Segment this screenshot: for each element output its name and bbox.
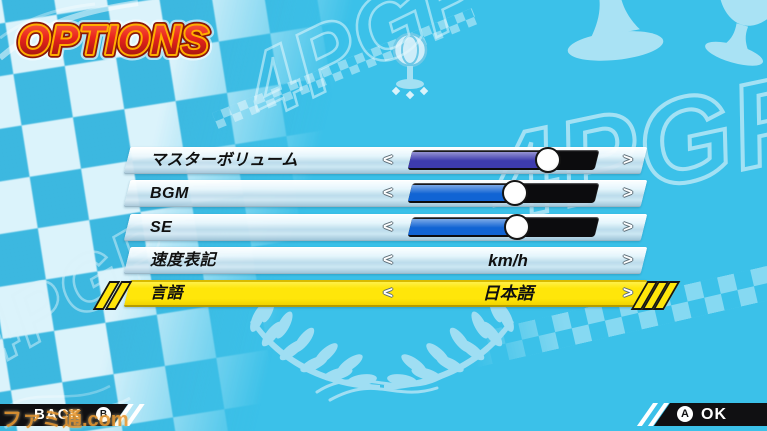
decrease-arrow[interactable]: < [383,183,393,202]
bgm-volume-slider[interactable] [407,180,600,206]
option-row-language[interactable]: 言語 < 日本語 > [123,280,648,307]
slider-knob[interactable] [501,180,528,206]
decrease-arrow[interactable]: < [383,150,393,169]
a-button-icon: A [677,406,693,422]
title-outline: OPTIONS [18,17,210,63]
small-trophy-icon [391,32,429,100]
master-volume-slider[interactable] [407,147,600,173]
language-value: 日本語 [482,284,534,303]
option-row-speed-unit[interactable]: 速度表記 < km/h > [123,247,648,274]
row-label: 言語 [150,285,184,302]
slider-fill [408,219,519,235]
b-button-icon: B [96,407,111,422]
row-label: マスターボリューム [150,152,299,169]
option-row-master-volume[interactable]: マスターボリューム < > [123,147,648,174]
next-option-arrow[interactable]: > [623,250,633,269]
corner-swoosh [0,0,139,61]
back-label[interactable]: BACK [34,406,82,423]
prev-option-arrow[interactable]: < [383,250,393,269]
option-row-bgm[interactable]: BGM < > [123,180,648,207]
slider-fill [408,152,551,168]
ok-label[interactable]: OK [701,406,727,423]
title-text: OPTIONS [18,17,210,63]
prev-option-arrow[interactable]: < [383,283,393,302]
laurel-wreath [250,293,514,402]
row-label: 速度表記 [150,252,217,269]
trophy-icon [705,0,767,66]
row-label: SE [150,219,173,236]
options-title: OPTIONS OPTIONS OPTIONS [12,11,215,69]
speed-unit-value: km/h [488,251,528,270]
famitsu-watermark: ファミ通.com [2,409,129,431]
slider-fill [408,185,517,201]
increase-arrow[interactable]: > [623,183,633,202]
slider-track[interactable] [407,150,600,170]
row-label: BGM [150,185,189,202]
increase-arrow[interactable]: > [623,217,633,236]
option-row-se[interactable]: SE < > [123,214,648,241]
increase-arrow[interactable]: > [623,150,633,169]
se-volume-slider[interactable] [407,214,600,240]
title-halo: OPTIONS [18,17,210,63]
slider-knob[interactable] [535,147,562,173]
next-option-arrow[interactable]: > [623,283,633,302]
trophy-icon [567,0,664,61]
slider-knob[interactable] [503,214,530,240]
decrease-arrow[interactable]: < [383,217,393,236]
